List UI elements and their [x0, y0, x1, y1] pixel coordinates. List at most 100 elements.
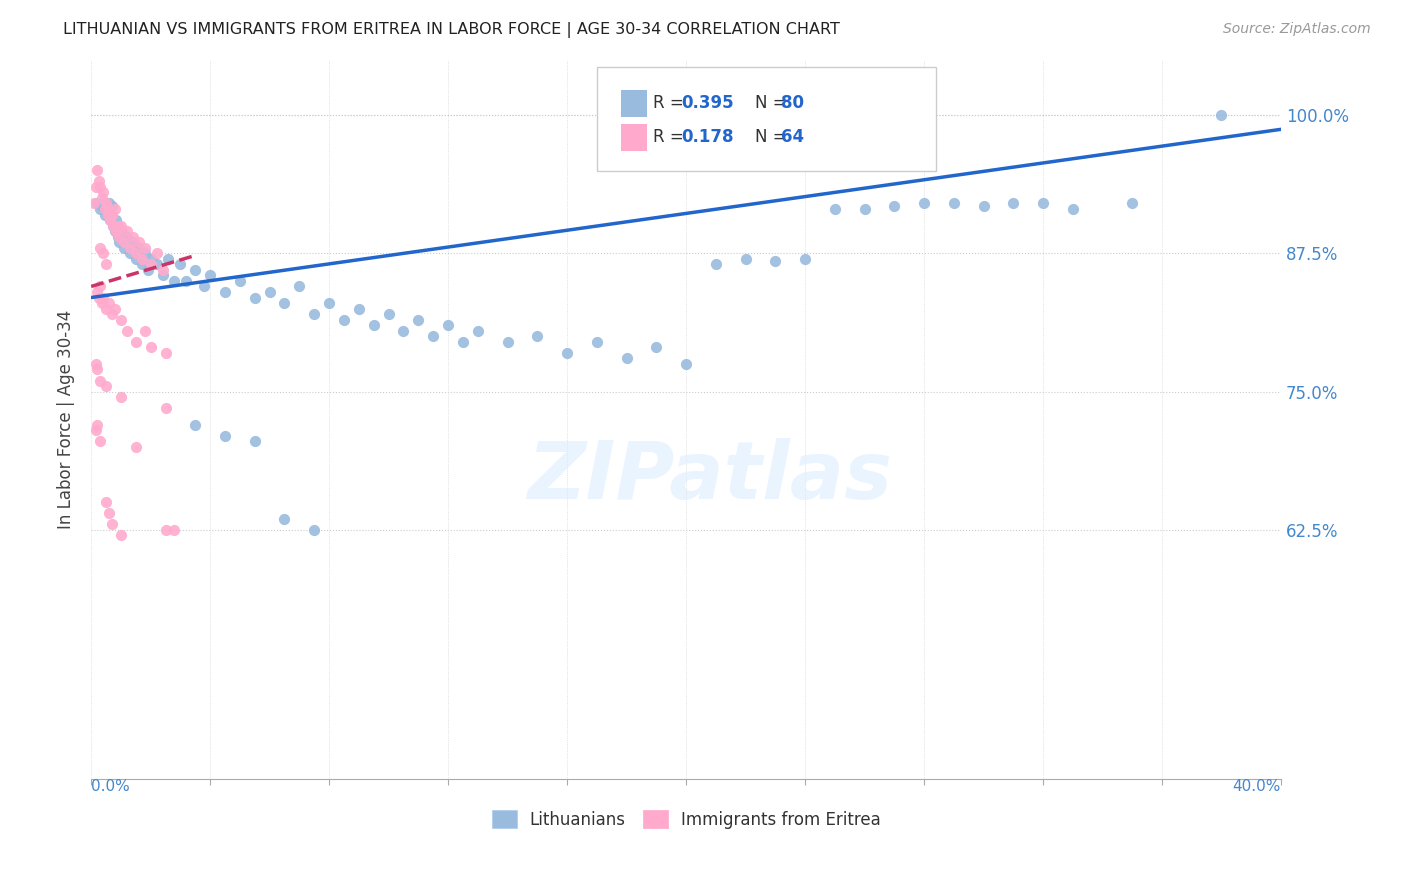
Point	[91, 291, 114, 305]
Point	[101, 208, 124, 222]
Point	[90, 191, 112, 205]
Point	[193, 279, 215, 293]
Point	[163, 274, 186, 288]
Point	[139, 257, 162, 271]
Point	[98, 506, 121, 520]
Point	[91, 246, 114, 260]
Point	[105, 213, 128, 227]
Point	[121, 235, 143, 250]
Point	[104, 301, 127, 316]
Text: 80: 80	[782, 95, 804, 112]
Point	[84, 179, 107, 194]
Point	[110, 390, 132, 404]
Point	[110, 224, 132, 238]
Point	[101, 307, 124, 321]
Point	[155, 346, 177, 360]
Point	[155, 401, 177, 416]
Point	[103, 219, 125, 233]
Point	[243, 434, 266, 449]
Point	[125, 252, 148, 266]
Point	[121, 229, 143, 244]
Point	[585, 334, 607, 349]
Point	[112, 241, 135, 255]
Point	[84, 357, 107, 371]
Point	[734, 252, 756, 266]
Point	[89, 179, 111, 194]
Point	[853, 202, 876, 216]
Point	[101, 199, 124, 213]
Point	[347, 301, 370, 316]
Point	[134, 241, 156, 255]
Point	[675, 357, 697, 371]
Text: N =: N =	[755, 95, 792, 112]
Point	[91, 196, 114, 211]
Point	[90, 199, 112, 213]
Bar	[620, 124, 647, 151]
Point	[83, 196, 105, 211]
Point	[273, 296, 295, 310]
Point	[229, 274, 252, 288]
Point	[110, 219, 132, 233]
Point	[107, 229, 129, 244]
Point	[87, 174, 110, 188]
Point	[107, 219, 129, 233]
Point	[104, 202, 127, 216]
Point	[103, 219, 125, 233]
Point	[824, 202, 846, 216]
Point	[108, 235, 131, 250]
Y-axis label: In Labor Force | Age 30-34: In Labor Force | Age 30-34	[58, 310, 75, 529]
Point	[94, 257, 117, 271]
Point	[555, 346, 578, 360]
Point	[115, 324, 138, 338]
Point	[377, 307, 399, 321]
Point	[318, 296, 340, 310]
Point	[302, 307, 325, 321]
Point	[176, 274, 198, 288]
Point	[86, 417, 108, 432]
Point	[101, 517, 124, 532]
Text: 0.395: 0.395	[682, 95, 734, 112]
Point	[93, 202, 115, 216]
Point	[184, 417, 207, 432]
Point	[91, 186, 114, 200]
Point	[912, 196, 935, 211]
Point	[110, 312, 132, 326]
Point	[94, 301, 117, 316]
Text: N =: N =	[755, 128, 792, 146]
Point	[93, 208, 115, 222]
Text: 0.178: 0.178	[682, 128, 734, 146]
Point	[333, 312, 356, 326]
Point	[139, 252, 162, 266]
Point	[100, 213, 122, 227]
Point	[616, 351, 638, 366]
Point	[100, 213, 122, 227]
Point	[942, 196, 965, 211]
Point	[98, 196, 121, 211]
Point	[243, 291, 266, 305]
Point	[94, 379, 117, 393]
Point	[94, 495, 117, 509]
Point	[131, 252, 153, 266]
Point	[89, 241, 111, 255]
Point	[645, 340, 668, 354]
Point	[86, 285, 108, 299]
Point	[157, 252, 180, 266]
Point	[259, 285, 281, 299]
Point	[198, 268, 221, 283]
Text: Source: ZipAtlas.com: Source: ZipAtlas.com	[1223, 22, 1371, 37]
Point	[94, 202, 117, 216]
Point	[98, 296, 121, 310]
Text: ZIPatlas: ZIPatlas	[527, 438, 893, 516]
Point	[86, 196, 108, 211]
Point	[86, 163, 108, 178]
Point	[112, 235, 135, 250]
Point	[145, 246, 167, 260]
Bar	[620, 90, 647, 117]
Point	[1032, 196, 1054, 211]
Point	[115, 224, 138, 238]
Legend: Lithuanians, Immigrants from Eritrea: Lithuanians, Immigrants from Eritrea	[485, 804, 887, 835]
Point	[96, 208, 118, 222]
Point	[128, 235, 150, 250]
Point	[125, 334, 148, 349]
Point	[526, 329, 548, 343]
